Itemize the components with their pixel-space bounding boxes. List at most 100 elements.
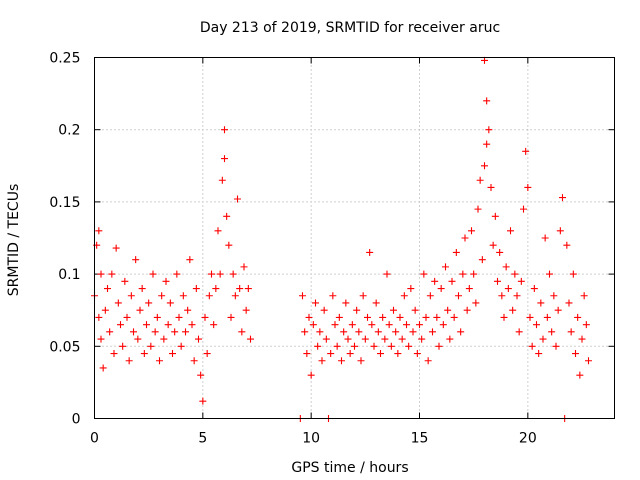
data-point [205,292,213,300]
data-point [559,194,566,202]
data-point [526,313,534,321]
data-point [177,342,185,350]
data-point [117,321,124,329]
data-point [457,328,465,336]
data-point [221,126,228,134]
data-point [520,205,527,213]
data-point [546,270,553,278]
data-point [459,270,467,278]
data-point [327,350,335,358]
data-point [465,285,473,293]
data-point [552,342,560,350]
data-point [158,292,166,300]
data-point [130,328,137,336]
data-point [331,321,339,329]
data-point [439,321,447,329]
y-tick-label: 0 [72,412,81,428]
data-point [312,299,319,307]
data-point [478,256,486,264]
data-point [411,306,419,314]
data-point [463,306,471,314]
data-point [385,321,393,329]
data-point [188,321,196,329]
data-point [572,350,579,358]
data-point [400,292,408,300]
data-point [151,328,159,336]
data-point [387,342,395,350]
data-point [335,313,343,321]
data-point [147,342,155,350]
data-point [199,397,207,405]
data-point [472,299,480,307]
data-point [301,328,309,336]
data-point [476,176,484,184]
data-point [533,321,540,329]
data-point [429,328,436,336]
data-point [99,364,107,372]
data-point [452,248,460,256]
data-point [162,277,170,285]
data-point [305,313,313,321]
data-point [396,313,404,321]
data-point [485,126,493,134]
data-point [97,335,105,343]
data-point [112,244,120,252]
data-point [487,183,495,191]
data-point [123,313,131,321]
data-point [212,285,220,293]
x-tick-label: 0 [90,431,99,447]
data-point [171,328,179,336]
data-point [444,306,452,314]
data-point [366,248,374,256]
data-point [491,212,499,220]
data-point [134,335,142,343]
y-tick-label: 0.05 [49,339,80,355]
data-point [346,350,354,358]
data-point [314,342,322,350]
data-point [121,277,129,285]
data-point [437,285,445,293]
data-point [242,306,250,314]
data-point [394,350,402,358]
data-point [192,285,200,293]
data-point [511,270,519,278]
data-point [578,335,586,343]
data-point [210,321,218,329]
data-point [236,285,244,293]
chart-title: Day 213 of 2019, SRMTID for receiver aru… [200,20,500,36]
data-point [424,357,432,365]
data-point [556,227,564,235]
data-point [216,270,224,278]
data-point [507,227,514,235]
data-point [550,292,558,300]
data-point [435,342,443,350]
data-point [418,335,426,343]
data-point [95,227,103,235]
data-point [543,313,551,321]
data-point [110,350,118,358]
data-point [119,342,127,350]
data-point [504,285,512,293]
data-point [179,292,187,300]
data-point [197,371,205,379]
y-axis-label: SRMTID / TECUs [6,184,22,297]
data-point [381,335,389,343]
data-point [470,270,478,278]
data-point [95,313,103,321]
data-point [106,328,114,336]
data-point [468,227,475,235]
data-point [223,212,231,220]
data-point [390,306,397,314]
grid [94,57,615,419]
x-tick-label: 10 [302,431,320,447]
data-point [496,248,504,256]
data-point [214,227,222,235]
data-point [361,335,369,343]
data-point [502,263,510,271]
data-point [569,270,577,278]
x-tick-label: 20 [519,431,537,447]
data-point [149,270,157,278]
data-point [379,313,387,321]
data-point [548,328,556,336]
